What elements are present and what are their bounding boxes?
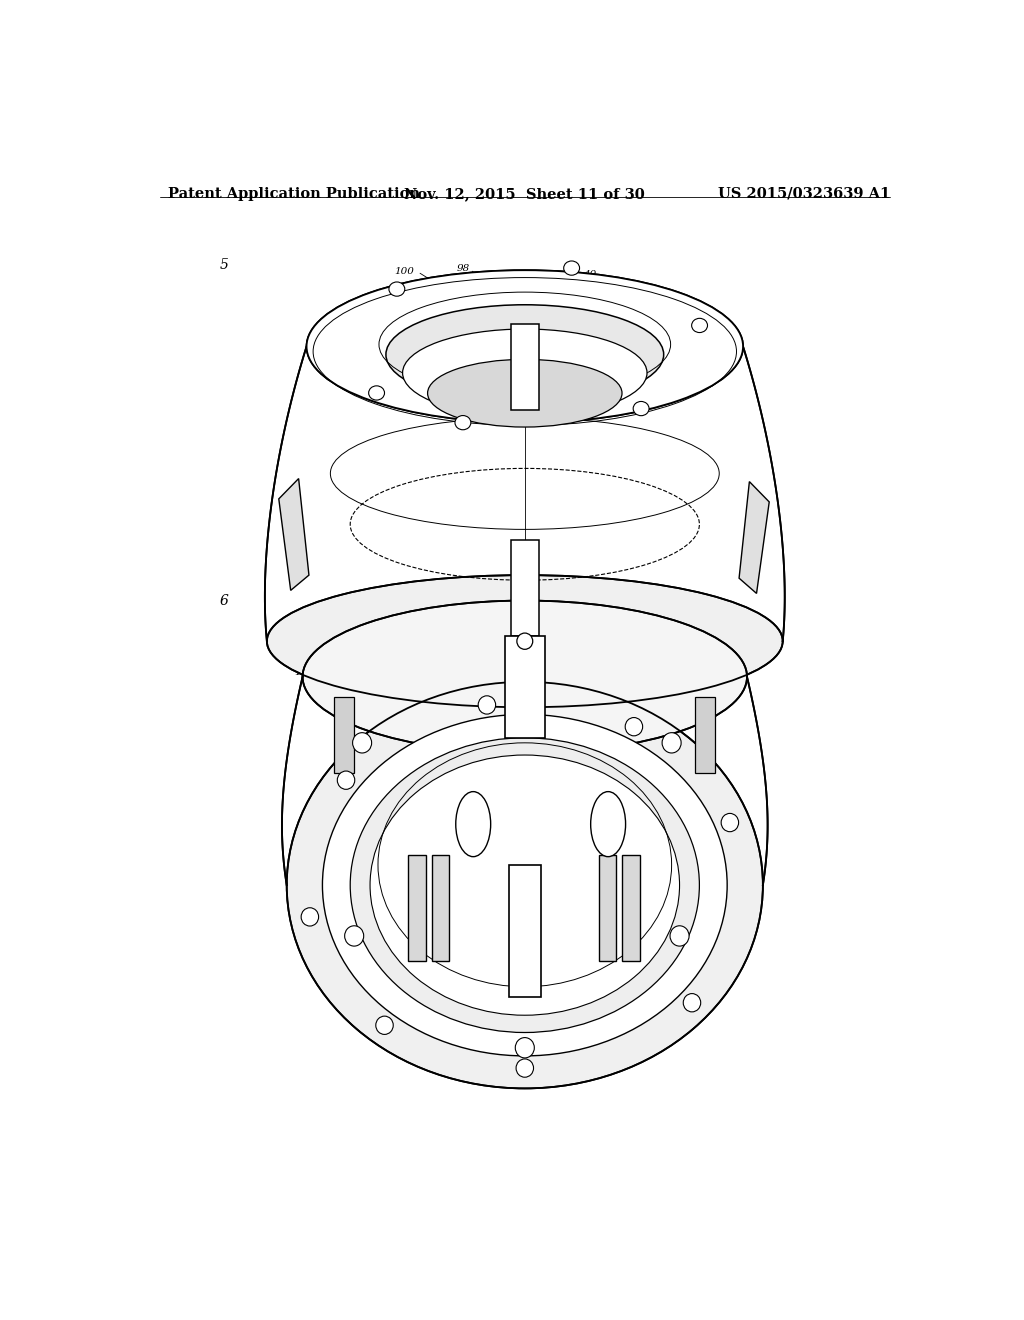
Ellipse shape: [563, 261, 580, 275]
Text: 107: 107: [537, 655, 557, 664]
Text: 114: 114: [426, 623, 445, 632]
Text: 104: 104: [333, 672, 352, 681]
Text: 110: 110: [295, 668, 314, 677]
Ellipse shape: [517, 634, 532, 649]
Ellipse shape: [455, 416, 471, 430]
Ellipse shape: [402, 329, 647, 417]
Bar: [511, 325, 539, 411]
Text: 108: 108: [572, 578, 592, 587]
Text: 40: 40: [563, 597, 577, 605]
Ellipse shape: [350, 738, 699, 1032]
Bar: [695, 697, 715, 774]
Text: 100: 100: [394, 267, 414, 276]
Text: Patent Application Publication: Patent Application Publication: [168, 187, 420, 201]
Text: 112: 112: [699, 560, 719, 569]
Ellipse shape: [352, 733, 372, 752]
Text: 98: 98: [457, 264, 470, 273]
Ellipse shape: [337, 771, 354, 789]
Ellipse shape: [670, 925, 689, 946]
Ellipse shape: [369, 385, 385, 400]
Text: 108: 108: [329, 546, 348, 556]
Ellipse shape: [515, 1038, 535, 1057]
Text: 106: 106: [549, 689, 568, 698]
Polygon shape: [279, 479, 309, 590]
Text: 112: 112: [387, 603, 408, 612]
Ellipse shape: [306, 271, 743, 422]
Polygon shape: [739, 482, 769, 594]
Text: 90: 90: [696, 313, 710, 322]
Text: 110: 110: [521, 587, 541, 597]
Ellipse shape: [287, 682, 763, 1089]
Ellipse shape: [302, 601, 748, 752]
Bar: [623, 854, 640, 961]
Ellipse shape: [478, 696, 496, 714]
Ellipse shape: [323, 714, 727, 1056]
Text: 102: 102: [484, 706, 505, 715]
Ellipse shape: [683, 994, 700, 1012]
Text: 118: 118: [557, 546, 577, 556]
Bar: [334, 697, 354, 774]
Text: US 2015/0323639 A1: US 2015/0323639 A1: [718, 187, 890, 201]
Text: 90: 90: [579, 817, 592, 825]
Bar: [599, 854, 616, 961]
Text: 112: 112: [537, 640, 557, 648]
Bar: [505, 636, 545, 738]
Ellipse shape: [306, 271, 743, 422]
Text: 118: 118: [579, 631, 599, 640]
Ellipse shape: [626, 718, 643, 735]
Text: 94: 94: [304, 384, 316, 393]
Text: Nov. 12, 2015  Sheet 11 of 30: Nov. 12, 2015 Sheet 11 of 30: [404, 187, 645, 201]
Ellipse shape: [376, 1016, 393, 1035]
Text: 12: 12: [722, 667, 735, 676]
Bar: [509, 865, 541, 997]
Ellipse shape: [345, 925, 364, 946]
Ellipse shape: [516, 1059, 534, 1077]
Ellipse shape: [301, 908, 318, 927]
Text: 160: 160: [422, 813, 441, 821]
Text: 122: 122: [386, 957, 406, 966]
Text: 102: 102: [358, 652, 378, 661]
Bar: [409, 854, 426, 961]
Text: 96: 96: [300, 401, 313, 411]
Text: 38: 38: [722, 804, 735, 813]
Text: 40: 40: [583, 269, 596, 279]
Ellipse shape: [691, 318, 708, 333]
Bar: [432, 854, 450, 961]
Text: 109: 109: [537, 623, 557, 632]
Text: 110: 110: [420, 640, 440, 648]
Ellipse shape: [633, 401, 649, 416]
Ellipse shape: [591, 792, 626, 857]
Text: FIG. 19: FIG. 19: [502, 1052, 548, 1064]
Text: 12: 12: [733, 430, 745, 440]
Text: 108: 108: [699, 544, 719, 552]
Ellipse shape: [663, 733, 681, 752]
Text: FIG. 18: FIG. 18: [502, 676, 548, 688]
Ellipse shape: [267, 576, 782, 708]
Ellipse shape: [386, 305, 664, 404]
Text: 6: 6: [219, 594, 228, 607]
Polygon shape: [282, 677, 768, 886]
Ellipse shape: [370, 755, 680, 1015]
Text: 114: 114: [392, 583, 412, 593]
Text: 120: 120: [390, 916, 410, 925]
Text: 5: 5: [219, 259, 228, 272]
Ellipse shape: [389, 282, 404, 296]
Text: 92: 92: [703, 932, 717, 940]
Polygon shape: [265, 346, 784, 642]
Ellipse shape: [428, 359, 622, 428]
Ellipse shape: [456, 792, 490, 857]
Ellipse shape: [721, 813, 738, 832]
Bar: [511, 540, 539, 636]
